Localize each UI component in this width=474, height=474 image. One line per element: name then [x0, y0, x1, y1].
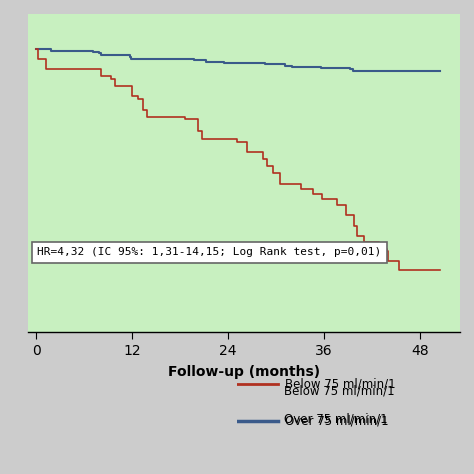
- Text: HR=4,32 (IC 95%: 1,31-14,15; Log Rank test, p=0,01): HR=4,32 (IC 95%: 1,31-14,15; Log Rank te…: [37, 247, 381, 257]
- Text: Below 75 ml/min/1: Below 75 ml/min/1: [284, 384, 395, 398]
- Text: Over 75 ml/min/1: Over 75 ml/min/1: [284, 413, 388, 426]
- Text: Over 75 ml/min/1: Over 75 ml/min/1: [285, 415, 388, 428]
- X-axis label: Follow-up (months): Follow-up (months): [168, 365, 320, 379]
- Text: Below 75 ml/min/1: Below 75 ml/min/1: [285, 378, 395, 391]
